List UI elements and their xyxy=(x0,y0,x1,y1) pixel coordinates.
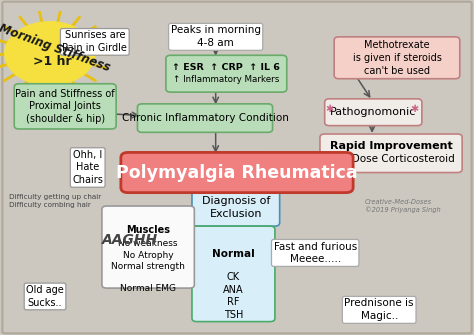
Text: Diagnosis of
Exclusion: Diagnosis of Exclusion xyxy=(201,196,270,219)
Text: >1 hr: >1 hr xyxy=(33,56,72,68)
Text: CK
ANA
RF
TSH: CK ANA RF TSH xyxy=(223,260,244,320)
Text: Prednisone is
Magic..: Prednisone is Magic.. xyxy=(345,298,414,321)
FancyBboxPatch shape xyxy=(320,134,462,173)
Text: Ohh, I
Hate
Chairs: Ohh, I Hate Chairs xyxy=(72,150,103,185)
Text: Methotrexate
is given if steroids
can't be used: Methotrexate is given if steroids can't … xyxy=(353,40,441,76)
FancyBboxPatch shape xyxy=(334,37,460,79)
Text: ↑ Inflammatory Markers: ↑ Inflammatory Markers xyxy=(173,75,280,84)
Text: Old age
Sucks..: Old age Sucks.. xyxy=(26,285,64,308)
Text: Sunrises are
Pain in Girdle: Sunrises are Pain in Girdle xyxy=(63,30,127,53)
Text: Difficulty getting up chair
Difficulty combing hair: Difficulty getting up chair Difficulty c… xyxy=(9,194,102,208)
FancyBboxPatch shape xyxy=(137,104,273,132)
Text: Low Dose Corticosteroid: Low Dose Corticosteroid xyxy=(328,154,455,164)
Text: No weakness
No Atrophy
Normal strength

Normal EMG: No weakness No Atrophy Normal strength N… xyxy=(111,228,185,293)
Text: Peaks in morning
4-8 am: Peaks in morning 4-8 am xyxy=(171,25,261,48)
Text: Rapid Improvement: Rapid Improvement xyxy=(330,141,452,151)
FancyBboxPatch shape xyxy=(192,189,280,226)
Text: Normal: Normal xyxy=(212,249,255,259)
Text: ↑ ESR  ↑ CRP  ↑ IL 6: ↑ ESR ↑ CRP ↑ IL 6 xyxy=(173,63,280,72)
Text: >50 years
F>M: >50 years F>M xyxy=(205,157,259,180)
Text: Muscles: Muscles xyxy=(126,225,170,236)
FancyBboxPatch shape xyxy=(325,99,422,126)
FancyBboxPatch shape xyxy=(197,152,268,184)
Text: ✱: ✱ xyxy=(325,104,334,114)
Text: ✱: ✱ xyxy=(410,104,419,114)
Text: Chronic Inflammatory Condition: Chronic Inflammatory Condition xyxy=(121,113,289,123)
Text: Morning Stiffness: Morning Stiffness xyxy=(0,21,112,74)
FancyBboxPatch shape xyxy=(102,206,194,288)
Circle shape xyxy=(5,22,95,85)
FancyBboxPatch shape xyxy=(166,55,287,92)
Text: Pain and Stiffness of
Proximal Joints
(shoulder & hip): Pain and Stiffness of Proximal Joints (s… xyxy=(15,88,115,124)
FancyBboxPatch shape xyxy=(121,152,353,193)
Text: Creative-Med-Doses
©2019 Priyanga Singh: Creative-Med-Doses ©2019 Priyanga Singh xyxy=(365,199,441,213)
Text: AAGHH: AAGHH xyxy=(102,232,158,247)
Text: Pathognomonic: Pathognomonic xyxy=(330,107,417,117)
FancyBboxPatch shape xyxy=(192,226,275,322)
Text: Polymyalgia Rheumatica: Polymyalgia Rheumatica xyxy=(116,163,358,182)
FancyBboxPatch shape xyxy=(14,84,116,129)
Text: Fast and furious
Meeee.....: Fast and furious Meeee..... xyxy=(273,242,357,264)
